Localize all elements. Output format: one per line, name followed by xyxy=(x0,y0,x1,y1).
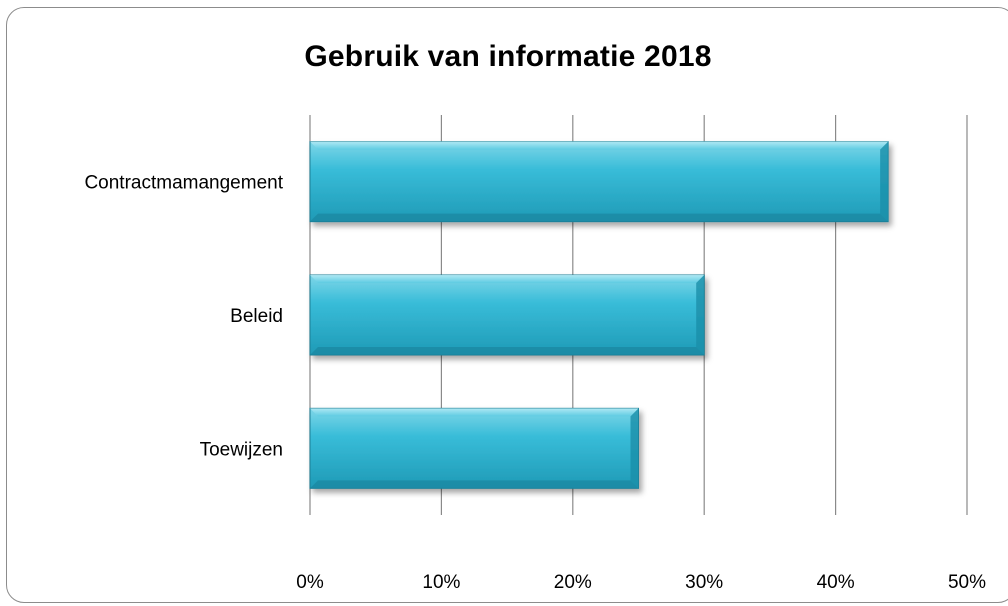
bar-bevel-top xyxy=(310,408,639,417)
bar-bevel-right xyxy=(880,141,889,222)
x-tick-label: 40% xyxy=(817,572,855,593)
x-tick-labels: 0% 10% 20% 30% 40% 50% xyxy=(296,572,986,593)
x-tick-label: 0% xyxy=(296,572,324,593)
bar xyxy=(309,407,639,489)
bar-body xyxy=(309,274,705,356)
bar xyxy=(309,141,889,223)
bar-bevel-top xyxy=(310,275,705,283)
x-tick-label: 20% xyxy=(554,572,592,593)
bar-body xyxy=(309,141,889,223)
chart-title: Gebruik van informatie 2018 xyxy=(304,40,712,73)
category-label: Contractmamangement xyxy=(84,173,283,194)
bar-body xyxy=(309,407,639,489)
bar-bevel-bottom xyxy=(310,480,639,489)
bar-bevel-bottom xyxy=(310,213,889,222)
x-tick-label: 30% xyxy=(685,572,723,593)
category-label: Beleid xyxy=(230,306,283,327)
bar-bevel-right xyxy=(696,275,705,355)
category-label: Toewijzen xyxy=(200,439,283,460)
bar-bevel-right xyxy=(630,408,639,489)
bars xyxy=(309,141,889,489)
category-labels: Contractmamangement Beleid Toewijzen xyxy=(84,173,283,461)
bar-bevel-bottom xyxy=(310,347,705,355)
bar xyxy=(309,274,705,356)
bar-bevel-top xyxy=(310,141,889,150)
x-tick-label: 10% xyxy=(422,572,460,593)
x-tick-label: 50% xyxy=(948,572,986,593)
